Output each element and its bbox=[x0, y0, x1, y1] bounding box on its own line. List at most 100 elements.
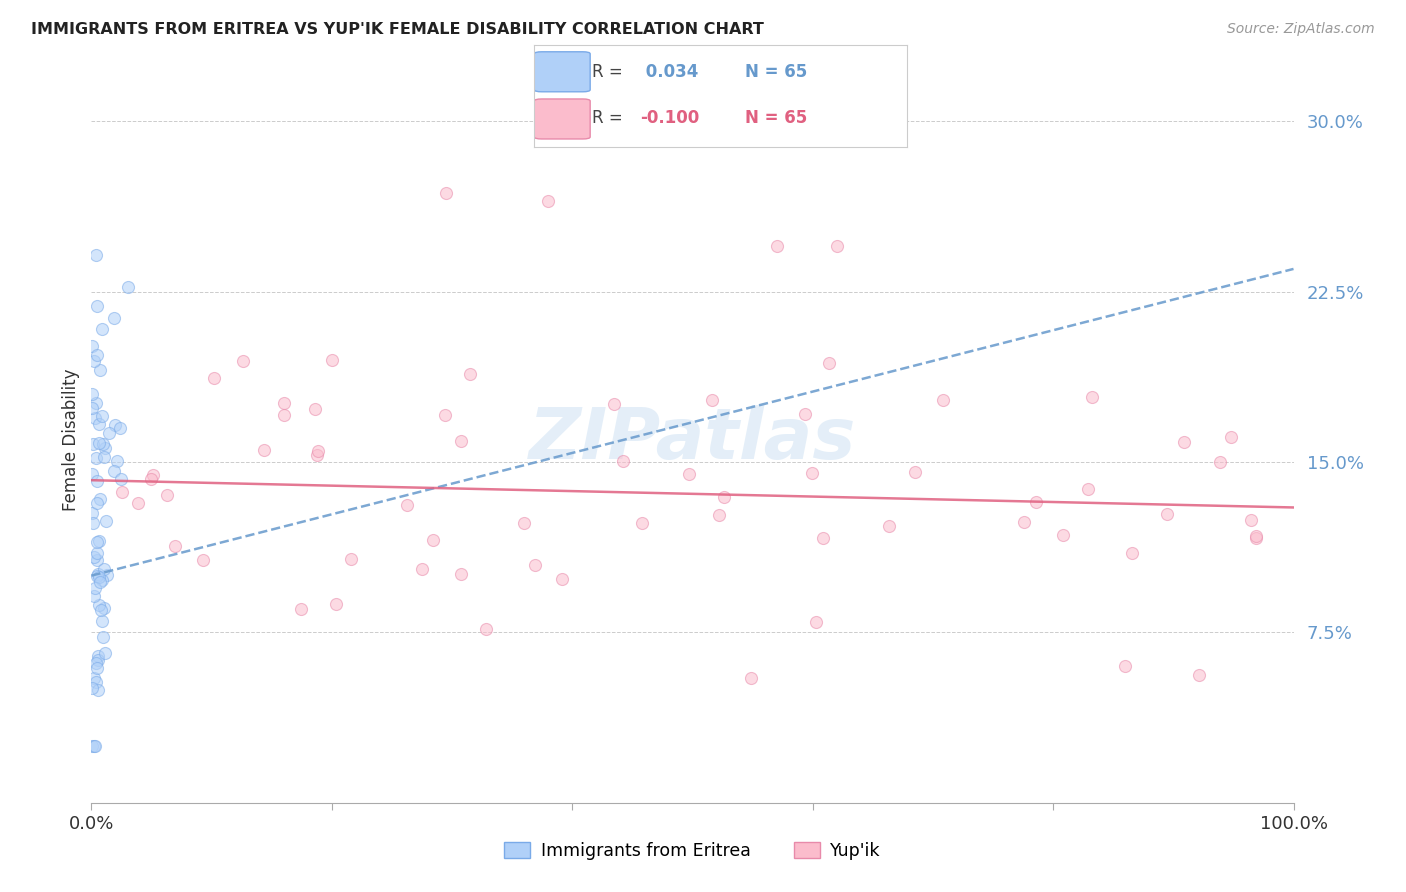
Point bbox=[83, 739, 105, 753]
Point bbox=[82, 437, 104, 451]
Point bbox=[80, 681, 103, 695]
Point bbox=[475, 622, 498, 636]
Point bbox=[84, 248, 107, 262]
Point bbox=[83, 671, 105, 685]
Text: N = 65: N = 65 bbox=[745, 62, 807, 81]
Point bbox=[87, 436, 110, 450]
Point bbox=[103, 464, 125, 478]
Point bbox=[765, 239, 787, 253]
Point bbox=[87, 567, 110, 582]
Point bbox=[86, 661, 108, 675]
Point bbox=[80, 467, 103, 481]
Legend: Immigrants from Eritrea, Yup'ik: Immigrants from Eritrea, Yup'ik bbox=[498, 835, 887, 867]
Point bbox=[87, 598, 110, 612]
Text: ZIPatlas: ZIPatlas bbox=[529, 405, 856, 474]
Point bbox=[128, 496, 150, 510]
Point bbox=[87, 534, 110, 549]
Point bbox=[103, 311, 125, 326]
Point bbox=[84, 739, 107, 753]
Point bbox=[93, 562, 115, 576]
Point bbox=[707, 508, 730, 522]
Point bbox=[202, 371, 225, 385]
Point bbox=[86, 535, 108, 549]
Point bbox=[91, 321, 114, 335]
Point bbox=[87, 649, 110, 664]
Point bbox=[612, 453, 634, 467]
Y-axis label: Female Disability: Female Disability bbox=[62, 368, 80, 510]
Point bbox=[87, 417, 110, 432]
Point bbox=[84, 674, 107, 689]
Point bbox=[86, 568, 108, 582]
Point bbox=[165, 539, 187, 553]
Point bbox=[86, 683, 108, 698]
Point bbox=[82, 401, 104, 415]
Point bbox=[804, 615, 827, 630]
Point bbox=[1077, 483, 1099, 497]
Text: -0.100: -0.100 bbox=[641, 109, 700, 127]
Point bbox=[340, 552, 363, 566]
Point bbox=[83, 549, 105, 564]
Point bbox=[82, 506, 104, 520]
Point bbox=[321, 352, 343, 367]
Point bbox=[83, 411, 105, 425]
Point bbox=[93, 601, 115, 615]
Point bbox=[83, 354, 105, 368]
Point bbox=[458, 368, 481, 382]
Point bbox=[93, 441, 115, 455]
Point bbox=[512, 516, 534, 530]
Point bbox=[232, 353, 254, 368]
Point bbox=[325, 597, 347, 611]
Text: N = 65: N = 65 bbox=[745, 109, 807, 127]
Point bbox=[1081, 390, 1104, 404]
Point bbox=[524, 558, 547, 573]
Point bbox=[395, 498, 418, 512]
Point bbox=[110, 420, 132, 434]
Point bbox=[700, 392, 723, 407]
Point bbox=[1012, 515, 1035, 529]
Point bbox=[97, 425, 120, 440]
Point bbox=[86, 546, 108, 560]
Point bbox=[84, 450, 107, 465]
Point bbox=[932, 392, 955, 407]
Point bbox=[110, 472, 132, 486]
Text: Source: ZipAtlas.com: Source: ZipAtlas.com bbox=[1227, 22, 1375, 37]
Point bbox=[678, 467, 700, 481]
Point bbox=[82, 339, 104, 353]
Point bbox=[96, 568, 118, 582]
Point bbox=[273, 396, 295, 410]
Point bbox=[1240, 513, 1263, 527]
Point bbox=[94, 646, 117, 660]
Point bbox=[84, 656, 107, 670]
Point bbox=[91, 614, 114, 628]
Point bbox=[91, 437, 114, 451]
Point bbox=[1156, 508, 1178, 522]
Point bbox=[305, 448, 328, 462]
Text: 0.034: 0.034 bbox=[641, 62, 699, 81]
Point bbox=[80, 739, 103, 753]
Point bbox=[537, 194, 560, 208]
Point bbox=[794, 407, 817, 421]
Point bbox=[89, 363, 111, 377]
Point bbox=[87, 653, 110, 667]
Point bbox=[411, 562, 433, 576]
Point bbox=[156, 488, 179, 502]
Point bbox=[253, 443, 276, 458]
Point bbox=[111, 484, 134, 499]
Point bbox=[191, 552, 214, 566]
Point bbox=[434, 408, 457, 422]
FancyBboxPatch shape bbox=[534, 99, 591, 139]
Point bbox=[89, 575, 111, 590]
Point bbox=[1121, 546, 1143, 560]
Point bbox=[273, 408, 295, 422]
Point bbox=[904, 465, 927, 479]
Point bbox=[84, 582, 107, 596]
Point bbox=[1188, 668, 1211, 682]
Point bbox=[141, 472, 163, 486]
Point bbox=[1114, 659, 1136, 673]
Point bbox=[86, 299, 108, 313]
Point bbox=[631, 516, 654, 530]
Point bbox=[93, 450, 115, 465]
Point bbox=[105, 454, 128, 468]
Point bbox=[86, 474, 108, 488]
Point bbox=[1244, 529, 1267, 543]
